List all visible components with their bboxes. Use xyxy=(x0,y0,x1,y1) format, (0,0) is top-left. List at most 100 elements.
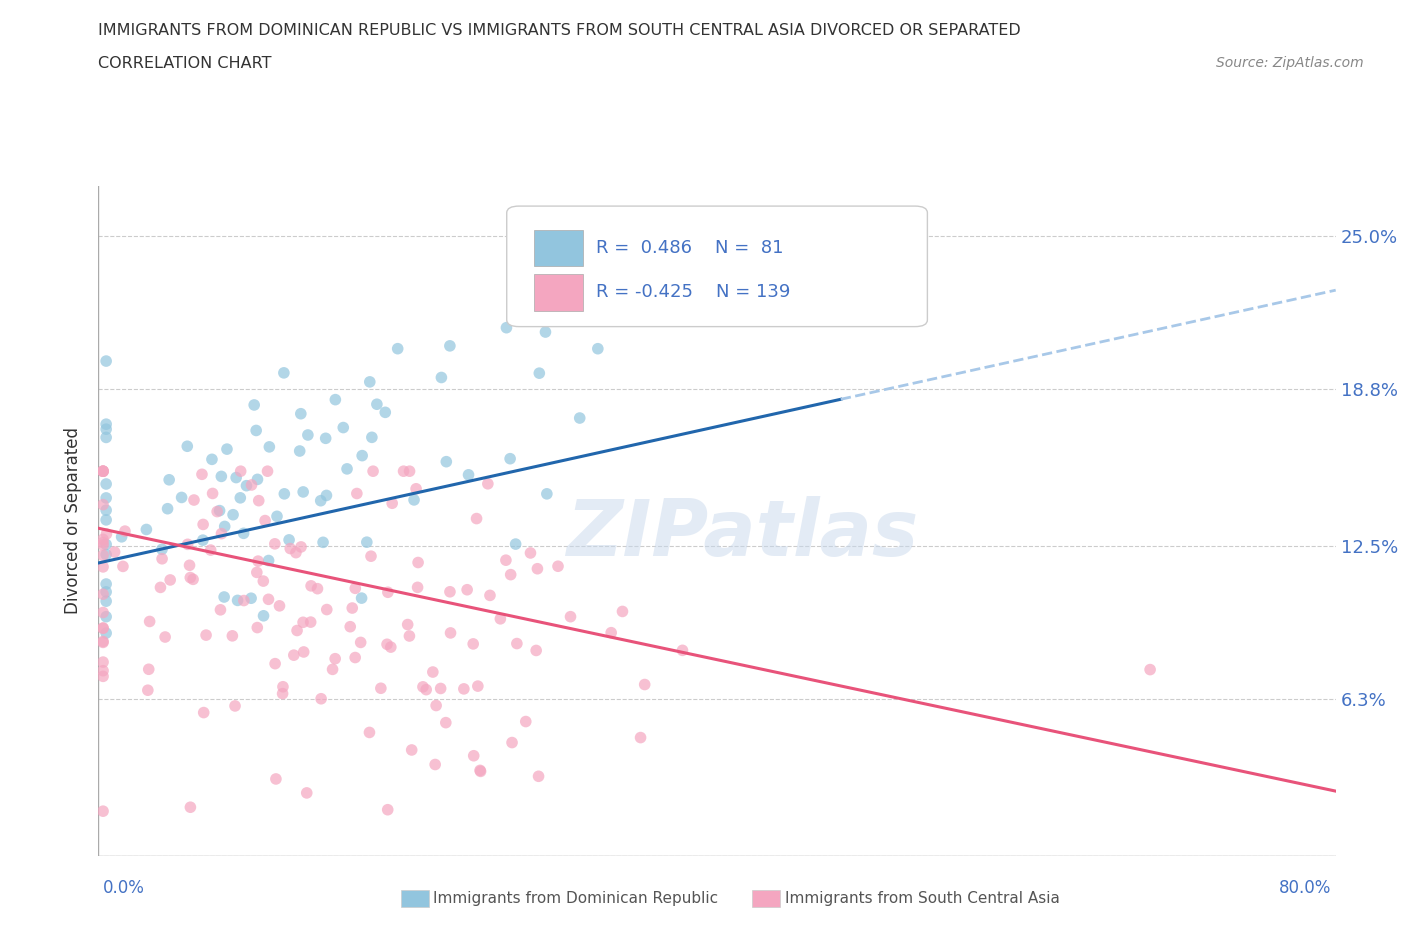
Point xyxy=(91,464,114,479)
Point xyxy=(586,341,609,356)
Point xyxy=(489,611,512,626)
Point xyxy=(366,397,388,412)
Point xyxy=(91,464,114,479)
Point xyxy=(568,410,591,425)
Point xyxy=(506,636,529,651)
Point xyxy=(456,582,478,597)
Point xyxy=(350,635,373,650)
Point xyxy=(524,643,547,658)
Point xyxy=(671,643,693,658)
Point xyxy=(96,526,118,541)
Text: R = -0.425    N = 139: R = -0.425 N = 139 xyxy=(596,284,790,301)
Point xyxy=(396,618,419,632)
Point xyxy=(91,548,114,563)
Text: CORRELATION CHART: CORRELATION CHART xyxy=(98,56,271,71)
Point xyxy=(322,662,344,677)
Point xyxy=(96,421,118,436)
Point xyxy=(110,529,132,544)
Point xyxy=(96,547,118,562)
Point xyxy=(356,535,378,550)
Point xyxy=(342,601,364,616)
Point xyxy=(457,468,479,483)
Point xyxy=(96,512,118,527)
Point xyxy=(529,365,551,380)
Bar xyxy=(534,273,583,311)
Point xyxy=(91,498,114,512)
Point xyxy=(222,507,245,522)
Point xyxy=(453,682,475,697)
Point xyxy=(176,439,198,454)
Point xyxy=(495,320,517,335)
Point xyxy=(226,593,249,608)
Point xyxy=(209,603,232,618)
Point xyxy=(153,630,176,644)
Point xyxy=(224,698,246,713)
Point xyxy=(299,615,322,630)
Point xyxy=(181,572,204,587)
Point xyxy=(515,714,537,729)
Point xyxy=(360,549,382,564)
Point xyxy=(157,472,180,487)
Point xyxy=(315,431,337,445)
Point xyxy=(381,496,404,511)
Point xyxy=(243,397,266,412)
Point xyxy=(350,591,373,605)
Point xyxy=(290,539,312,554)
Point xyxy=(91,804,114,818)
Point xyxy=(240,477,263,492)
Point xyxy=(201,452,224,467)
Point xyxy=(271,686,294,701)
Point xyxy=(245,423,267,438)
Point xyxy=(402,493,425,508)
Point xyxy=(259,440,281,455)
Point xyxy=(91,634,114,649)
Point xyxy=(499,451,522,466)
Point xyxy=(299,578,322,593)
Point xyxy=(292,485,315,499)
Point xyxy=(434,715,457,730)
Point xyxy=(288,444,311,458)
Point xyxy=(96,593,118,608)
Point xyxy=(96,476,118,491)
Point xyxy=(546,257,568,272)
Point xyxy=(439,584,461,599)
Point xyxy=(232,593,254,608)
FancyBboxPatch shape xyxy=(506,206,928,326)
Point xyxy=(96,490,118,505)
Point xyxy=(422,665,444,680)
Point xyxy=(283,647,305,662)
Point xyxy=(499,567,522,582)
Point xyxy=(150,542,173,557)
Point xyxy=(183,493,205,508)
Point xyxy=(257,553,280,568)
Point xyxy=(377,585,399,600)
Point xyxy=(406,555,429,570)
Point xyxy=(156,501,179,516)
Point xyxy=(263,537,285,551)
Point xyxy=(377,803,399,817)
Point xyxy=(179,800,201,815)
Point xyxy=(246,472,269,486)
Point xyxy=(91,560,114,575)
Point xyxy=(434,454,457,469)
Point xyxy=(526,562,548,577)
Point xyxy=(193,705,215,720)
Point xyxy=(600,625,623,640)
Point xyxy=(96,417,118,432)
Point xyxy=(290,406,312,421)
Point xyxy=(505,537,527,551)
Point xyxy=(439,339,461,353)
Point xyxy=(191,533,214,548)
Point xyxy=(465,512,488,526)
Point xyxy=(415,683,437,698)
Point xyxy=(247,553,270,568)
Point xyxy=(312,535,335,550)
Point xyxy=(344,581,367,596)
Point xyxy=(295,786,318,801)
Point xyxy=(195,628,218,643)
Point xyxy=(96,577,118,591)
Point xyxy=(254,513,277,528)
Point xyxy=(401,742,423,757)
Point xyxy=(138,614,160,629)
Point xyxy=(477,476,499,491)
